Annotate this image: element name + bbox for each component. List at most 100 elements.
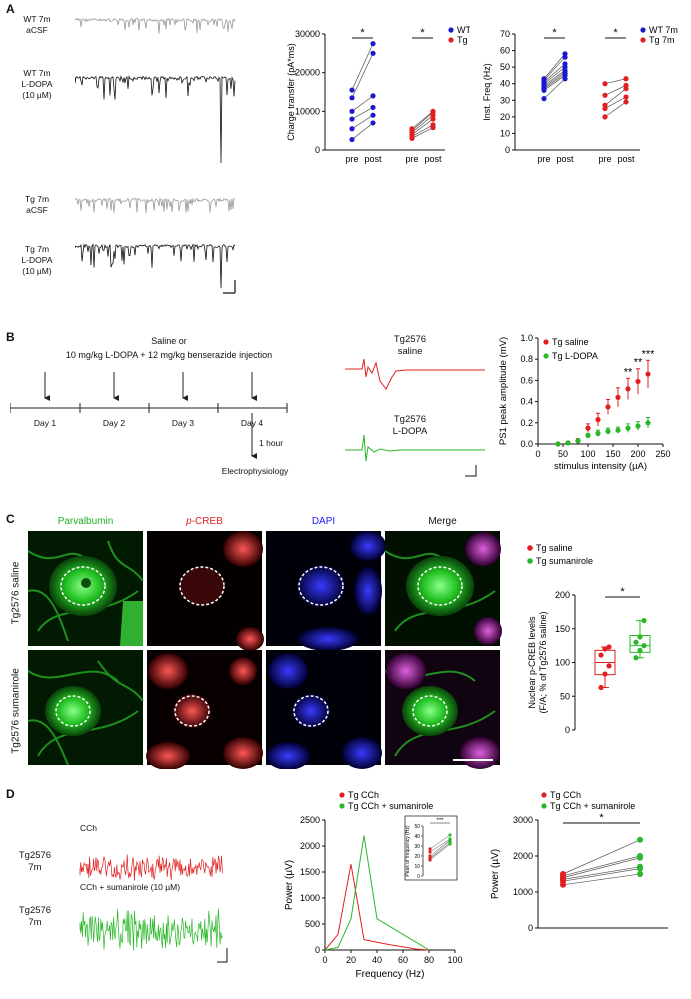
x-tick-label: pre — [598, 154, 611, 164]
y-tick-label: 70 — [500, 29, 510, 39]
inset-pair-line — [429, 843, 451, 861]
y-axis-label: Inst. Freq (Hz) — [482, 63, 492, 121]
data-point — [602, 671, 608, 677]
y-tick-label: 1000 — [513, 887, 533, 897]
trace-label-tg-acsf: Tg 7m aCSF — [24, 194, 50, 215]
pair-line — [411, 127, 434, 139]
point-post — [370, 120, 376, 126]
pair-line — [351, 114, 374, 130]
day-3: Day 3 — [171, 418, 195, 428]
point-post — [623, 86, 629, 92]
legend-label: Tg sumanirole — [536, 556, 593, 566]
point-pre — [602, 92, 608, 98]
pair-line — [411, 124, 434, 137]
y-tick-label: 0.4 — [520, 397, 533, 407]
y-tick-label: 2000 — [300, 841, 320, 851]
legend-marker — [541, 803, 547, 809]
y-tick-label: 0.8 — [520, 354, 533, 364]
point-post — [562, 76, 568, 82]
trace-label-wt-ldopa: WT 7m L-DOPA (10 µM) — [21, 68, 53, 100]
data-point — [625, 425, 631, 431]
point-post — [623, 94, 629, 100]
inset-pair-line — [429, 839, 451, 857]
inset-y-tick-label: 40 — [414, 834, 420, 840]
trace-line — [75, 196, 236, 214]
y-tick-label: 1.0 — [520, 333, 533, 343]
legend-marker — [640, 27, 646, 33]
series-line — [324, 835, 430, 951]
y-tick-label: 1500 — [300, 867, 320, 877]
x-tick-label: 150 — [605, 449, 620, 459]
pair-line — [411, 111, 434, 131]
x-tick-label: post — [617, 154, 635, 164]
data-point — [605, 404, 611, 410]
image-merge-saline — [384, 531, 502, 646]
legend-label: Tg L-DOPA — [552, 351, 598, 361]
x-tick-label: 0 — [322, 955, 327, 965]
inset-y-tick-label: 50 — [414, 824, 420, 830]
trace-tg-acsf — [75, 196, 236, 214]
image-dapi-sumanirole — [266, 650, 382, 769]
legend-marker — [448, 37, 454, 43]
point-post — [370, 41, 376, 47]
pair-line — [562, 866, 641, 880]
point-post — [430, 112, 436, 118]
y-axis-label-line: Nuclear p-CREB levels — [527, 616, 537, 709]
pair-line — [562, 839, 641, 875]
pair-line — [543, 53, 566, 79]
point-pre — [541, 96, 547, 102]
sig-marker: * — [552, 27, 557, 39]
data-point — [598, 652, 604, 658]
trace-cch-sumanirole — [79, 908, 223, 951]
pair-line — [604, 85, 627, 96]
trace-line — [75, 75, 236, 164]
inset-y-tick-label: 30 — [414, 844, 420, 850]
row-label-saline: Tg2576 saline — [10, 561, 22, 624]
inset-pair-line — [429, 834, 451, 850]
y-tick-label: 1000 — [300, 893, 320, 903]
data-point — [606, 644, 612, 650]
x-tick-label: 50 — [558, 449, 568, 459]
inset-point-post — [448, 842, 452, 846]
pair-line — [543, 78, 566, 99]
trace-label-wt-acsf: WT 7m aCSF — [23, 14, 51, 35]
pair-line — [562, 855, 641, 877]
legend-label: WT 7m — [457, 25, 470, 35]
data-point — [606, 663, 612, 669]
image-parvalbumin-saline — [28, 531, 144, 646]
y-tick-label: 100 — [555, 658, 570, 668]
trace-label-cch: CCh — [80, 823, 98, 833]
panel-label-d: D — [6, 787, 15, 801]
point-post — [430, 124, 436, 131]
y-tick-label: 0 — [565, 725, 570, 735]
pair-line — [604, 78, 627, 85]
y-axis-label: Charge transfer (pA*ms) — [286, 43, 296, 141]
legend-marker — [527, 545, 533, 551]
point-post — [562, 54, 568, 60]
y-tick-label: 50 — [560, 691, 570, 701]
panel-a-traces — [75, 17, 236, 294]
data-point — [633, 655, 639, 661]
animal-label-2: Tg2576 7m — [18, 905, 52, 928]
pair-line — [411, 114, 434, 133]
channel-parvalbumin: Parvalbumin — [57, 516, 114, 527]
y-tick-label: 200 — [555, 590, 570, 600]
sig-marker: * — [360, 27, 365, 39]
data-point — [633, 639, 639, 645]
sig-marker: ** — [634, 357, 643, 369]
y-tick-label: 0 — [315, 945, 320, 955]
trace-cch — [79, 854, 223, 881]
y-tick-label: 20000 — [295, 68, 320, 78]
row-label-sumanirole: Tg2576 sumanirole — [10, 667, 22, 754]
legend-label: Tg CCh + sumanirole — [348, 801, 433, 811]
data-point — [585, 432, 591, 439]
inset-y-tick-label: 10 — [414, 864, 420, 870]
pair-line — [562, 868, 641, 882]
field-potential-traces — [345, 358, 485, 477]
pair-line — [604, 88, 627, 106]
data-point — [637, 871, 643, 877]
pair-line — [604, 96, 627, 109]
channel-merge: Merge — [428, 516, 457, 527]
